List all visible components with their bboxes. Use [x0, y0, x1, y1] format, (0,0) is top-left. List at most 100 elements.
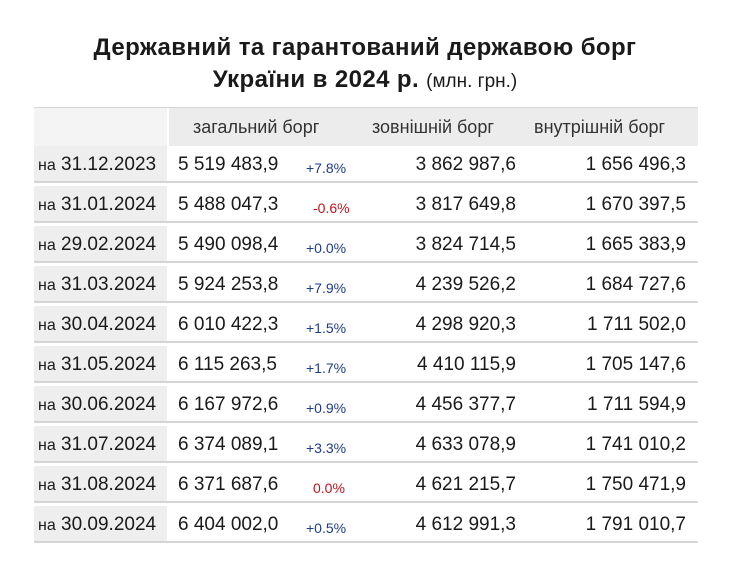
subtitle-country-year: України в 2024 р. [212, 66, 420, 93]
change-percent: +1.5% [306, 320, 347, 336]
date-value: 30.04.2024 [61, 314, 157, 335]
date-cell: на 30.06.2024 [38, 395, 156, 416]
table-row: на 30.04.2024 6 010 422,3 +1.5% 4 298 920,3… [34, 306, 698, 343]
row-divider [34, 261, 698, 263]
change-percent: +1.7% [306, 360, 347, 376]
table-row: на 31.01.2024 5 488 047,3 -0.6% 3 817 649,8… [34, 186, 698, 223]
table-top-divider [34, 107, 698, 108]
date-value: 31.03.2024 [61, 274, 157, 295]
date-cell-bg [34, 346, 167, 383]
date-cell-bg [34, 506, 167, 543]
internal-debt-value: 1 711 502,0 [587, 314, 686, 335]
date-value: 31.07.2024 [61, 434, 157, 455]
row-divider [34, 461, 698, 463]
date-cell: на 31.08.2024 [38, 475, 156, 496]
date-value: 29.02.2024 [61, 234, 157, 255]
date-cell: на 30.04.2024 [38, 315, 156, 336]
header-total-debt: загальний борг [193, 117, 320, 137]
external-debt-value: 4 239 526,2 [415, 274, 516, 295]
total-debt-value: 6 010 422,3 [178, 314, 279, 335]
table-row: на 30.06.2024 6 167 972,6 +0.9% 4 456 377,7… [34, 386, 698, 423]
change-percent: +0.0% [306, 240, 347, 256]
internal-debt-value: 1 741 010,2 [585, 434, 686, 455]
table-header [169, 108, 698, 146]
date-cell: на 31.05.2024 [38, 355, 156, 376]
total-debt-value: 5 488 047,3 [178, 194, 279, 215]
row-divider [34, 501, 698, 503]
date-cell: на 30.09.2024 [38, 515, 156, 536]
external-debt-value: 4 410 115,9 [417, 354, 516, 375]
date-cell-bg [34, 226, 167, 263]
change-percent: +7.8% [306, 160, 347, 176]
date-prefix: на [38, 397, 56, 414]
external-debt-value: 4 298 920,3 [415, 314, 516, 335]
date-cell-bg [34, 466, 167, 503]
external-debt-value: 3 862 987,6 [415, 154, 516, 175]
page-title: Державний та гарантований державою борг [93, 34, 637, 61]
external-debt-value: 3 824 714,5 [415, 234, 516, 255]
total-debt-value: 6 374 089,1 [178, 434, 279, 455]
total-debt-value: 6 115 263,5 [178, 354, 277, 375]
internal-debt-value: 1 791 010,7 [585, 514, 686, 535]
date-prefix: на [38, 357, 56, 374]
change-percent: +7.9% [306, 280, 347, 296]
change-percent: +3.3% [306, 440, 347, 456]
header-external-debt: зовнішній борг [372, 117, 494, 137]
table-row: на 31.07.2024 6 374 089,1 +3.3% 4 633 078,9… [34, 426, 698, 463]
date-prefix: на [38, 317, 56, 334]
date-cell: на 29.02.2024 [38, 235, 156, 256]
page-subtitle: України в 2024 р. (млн. грн.) [0, 66, 730, 94]
external-debt-value: 3 817 649,8 [415, 194, 516, 215]
external-debt-value: 4 633 078,9 [415, 434, 516, 455]
total-debt-value: 6 371 687,6 [178, 474, 279, 495]
date-cell-bg [34, 306, 167, 343]
total-debt-value: 6 404 002,0 [178, 514, 279, 535]
date-cell: на 31.12.2023 [38, 155, 156, 176]
date-value: 31.01.2024 [61, 194, 157, 215]
date-cell-bg [34, 266, 167, 303]
date-cell: на 31.03.2024 [38, 275, 156, 296]
change-percent: -0.6% [313, 200, 350, 216]
external-debt-value: 4 621 215,7 [415, 474, 516, 495]
date-cell-bg [34, 146, 167, 183]
table-row: на 30.09.2024 6 404 002,0 +0.5% 4 612 991,3… [34, 506, 698, 543]
date-prefix: на [38, 157, 56, 174]
table-row: на 31.08.2024 6 371 687,6 0.0% 4 621 215,7 1… [34, 466, 698, 503]
total-debt-value: 5 519 483,9 [178, 154, 279, 175]
change-percent: +0.9% [306, 400, 347, 416]
row-divider [34, 421, 698, 423]
table-row: на 31.03.2024 5 924 253,8 +7.9% 4 239 526,2… [34, 266, 698, 303]
date-value: 31.05.2024 [61, 354, 157, 375]
date-cell: на 31.07.2024 [38, 435, 156, 456]
external-debt-value: 4 612 991,3 [415, 514, 516, 535]
row-divider [34, 221, 698, 223]
date-value: 30.06.2024 [61, 394, 157, 415]
table-row: на 29.02.2024 5 490 098,4 +0.0% 3 824 714,5… [34, 226, 698, 263]
row-divider [34, 541, 698, 543]
date-prefix: на [38, 197, 56, 214]
internal-debt-value: 1 670 397,5 [585, 194, 686, 215]
row-divider [34, 181, 698, 183]
internal-debt-value: 1 665 383,9 [585, 234, 686, 255]
internal-debt-value: 1 705 147,6 [585, 354, 686, 375]
date-value: 31.12.2023 [61, 154, 157, 175]
date-cell: на 31.01.2024 [38, 195, 156, 216]
row-divider [34, 381, 698, 383]
internal-debt-value: 1 656 496,3 [585, 154, 686, 175]
external-debt-value: 4 456 377,7 [415, 394, 516, 415]
unit-label: (млн. грн.) [426, 71, 518, 92]
change-percent: +0.5% [306, 520, 347, 536]
date-cell-bg [34, 426, 167, 463]
date-value: 30.09.2024 [61, 514, 157, 535]
internal-debt-value: 1 684 727,6 [585, 274, 686, 295]
date-prefix: на [38, 477, 56, 494]
date-prefix: на [38, 277, 56, 294]
date-prefix: на [38, 437, 56, 454]
table-row: на 31.12.2023 5 519 483,9 +7.8% 3 862 987,6… [34, 146, 698, 183]
table-row: на 31.05.2024 6 115 263,5 +1.7% 4 410 115,9… [34, 346, 698, 383]
header-date-cell [34, 108, 167, 146]
total-debt-value: 5 924 253,8 [178, 274, 279, 295]
total-debt-value: 5 490 098,4 [178, 234, 279, 255]
row-divider [34, 301, 698, 303]
change-percent: 0.0% [313, 480, 345, 496]
